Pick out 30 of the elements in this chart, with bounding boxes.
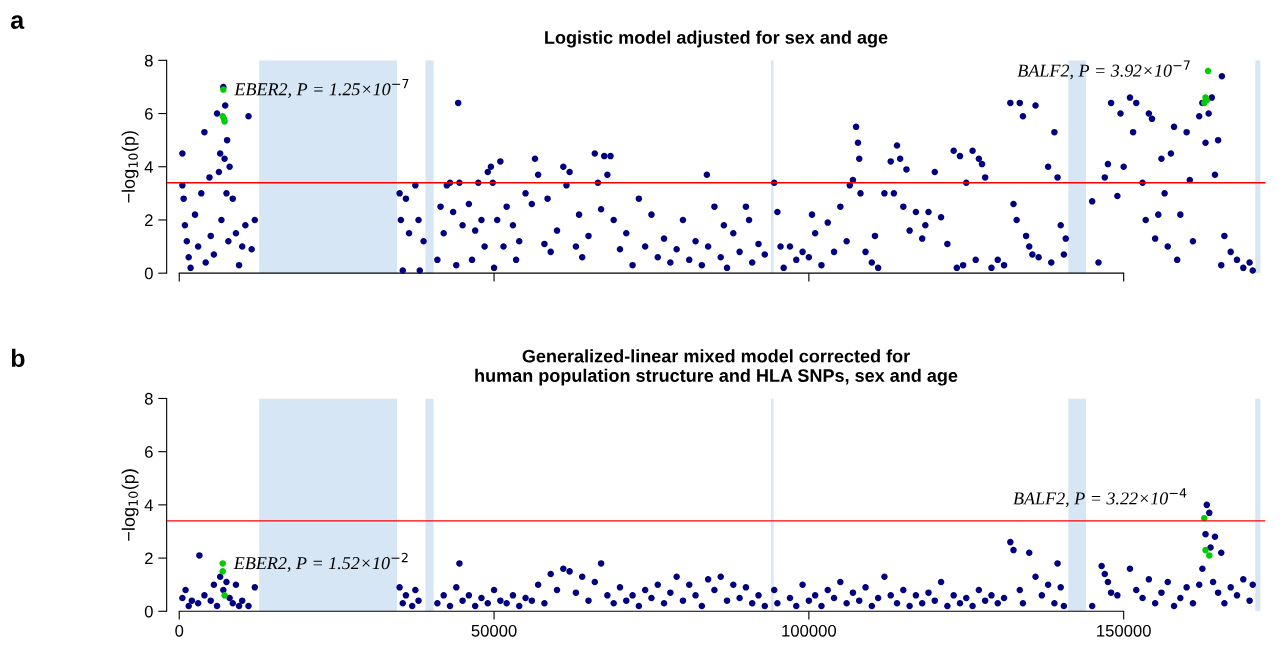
point: [1204, 67, 1212, 75]
y-tick-label: 8: [144, 392, 153, 405]
point: [221, 592, 228, 599]
y-axis-title: −log$_{10}$(p): [121, 469, 139, 541]
y-tick-label: 8: [144, 54, 153, 67]
point: [1202, 546, 1209, 554]
y-tick-label: 6: [145, 107, 153, 120]
x-tick-label: 0: [175, 624, 184, 637]
y-axis-title: −log$_{10}$(p): [121, 131, 139, 203]
annotation: BALF2, P = 3.22×10$^{−4}$: [1013, 488, 1187, 508]
point: [1206, 552, 1213, 559]
y-tick-label: 2: [145, 552, 153, 565]
y-tick-label: 0: [144, 267, 153, 280]
x-tick-label: 100000: [782, 624, 837, 637]
annotation: EBER2, P = 1.25×10$^{−7}$: [234, 79, 409, 98]
chart-title: Generalized-linear mixed model corrected for human population structure and HLA SNPs, sex and age: [475, 349, 958, 386]
y-tick-label: 2: [145, 214, 153, 226]
x-tick-label: 50000: [471, 624, 517, 637]
point: [219, 568, 226, 575]
point: [219, 560, 226, 567]
y-tick-label: 4: [144, 161, 153, 173]
annotation: BALF2, P = 3.92×10$^{−7}$: [1017, 60, 1190, 80]
text: a: [10, 15, 25, 29]
chart-title: Logistic model adjusted for sex and age: [545, 30, 888, 48]
x-tick-label: 150000: [1097, 624, 1151, 637]
y-tick-label: 4: [144, 499, 153, 511]
text: b: [11, 348, 25, 368]
annotation: EBER2, P = 1.52×10$^{−2}$: [233, 552, 408, 572]
y-tick-label: 6: [145, 446, 153, 458]
y-tick-label: 0: [144, 605, 153, 618]
